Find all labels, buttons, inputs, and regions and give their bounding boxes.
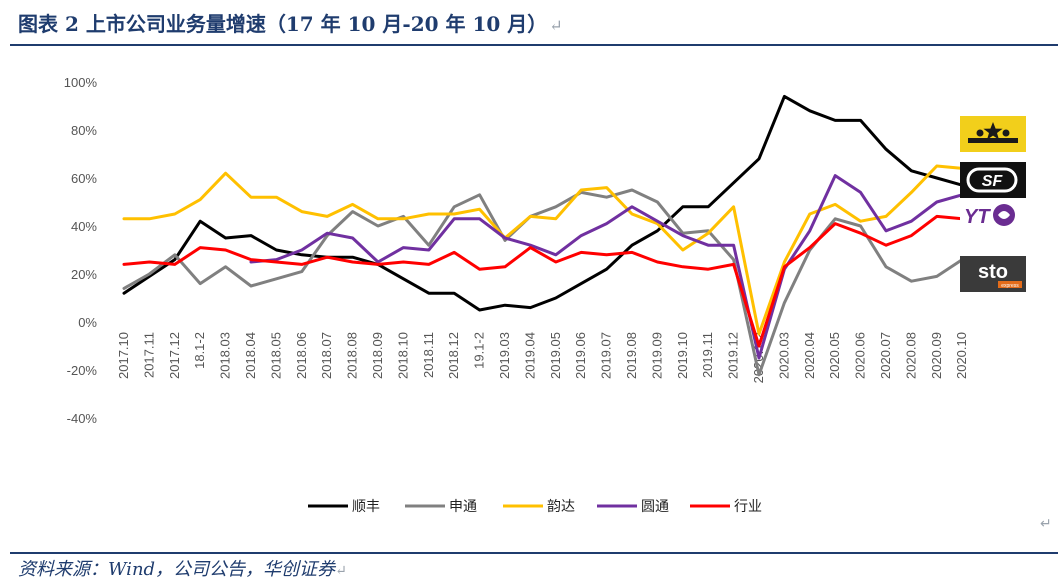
svg-text:YT: YT: [964, 206, 991, 228]
x-tick-label: 19.1-2: [472, 332, 487, 369]
x-tick-label: 2019.06: [573, 332, 588, 379]
legend-label: 行业: [734, 499, 762, 515]
x-tick-label: 2019.12: [726, 332, 741, 379]
legend-label: 顺丰: [352, 499, 380, 515]
figure-title: 图表 2 上市公司业务量增速（17 年 10 月-20 年 10 月） ↵: [18, 12, 563, 36]
sf-logo: SF: [960, 162, 1026, 198]
yto-logo: YT: [960, 198, 1026, 232]
x-tick-label: 2019.11: [700, 332, 715, 378]
x-tick-label: 2018.09: [370, 332, 385, 379]
x-tick-label: 2020.08: [903, 332, 918, 379]
x-tick-label: 2020.09: [929, 332, 944, 379]
line-chart: -40%-20%0%20%40%60%80%100% 2017.10 2017.1…: [64, 75, 969, 515]
y-tick-label: -40%: [67, 411, 98, 426]
x-tick-label: 2018.10: [395, 332, 410, 379]
return-mark-icon: ↵: [549, 16, 563, 35]
series-line-0: [122, 94, 964, 312]
x-tick-label: 2018.03: [218, 332, 233, 379]
return-mark-icon: ↵: [1040, 516, 1052, 532]
zto-logo: [960, 116, 1026, 152]
x-tick-label: 2018.11: [421, 332, 436, 378]
legend-label: 圆通: [641, 499, 669, 515]
series-line-2: [122, 164, 964, 336]
y-tick-label: 100%: [64, 75, 98, 90]
x-tick-label: 2018.08: [345, 332, 360, 379]
legend-label: 申通: [449, 499, 477, 515]
x-tick-label: 2019.07: [599, 332, 614, 379]
x-tick-label: 2017.10: [116, 332, 131, 379]
svg-text:express: express: [1001, 283, 1019, 289]
y-tick-label: -20%: [67, 363, 98, 378]
x-tick-label: 2020.07: [878, 332, 893, 379]
x-tick-label: 18.1-2: [192, 332, 207, 369]
x-tick-label: 2018.04: [243, 332, 258, 379]
y-tick-label: 20%: [71, 267, 97, 282]
x-tick-label: 2018.05: [268, 332, 283, 379]
sto-logo: sto express: [960, 256, 1026, 292]
svg-text:SF: SF: [982, 173, 1004, 190]
x-tick-label: 2020.03: [776, 332, 791, 379]
x-tick-label: 2017.11: [141, 332, 156, 378]
x-tick-label: 2020.10: [954, 332, 969, 379]
x-tick-label: 2019.03: [497, 332, 512, 379]
legend: 顺丰 申通 韵达 圆通 行业: [308, 499, 762, 515]
svg-text:sto: sto: [978, 261, 1008, 283]
y-tick-label: 0%: [78, 315, 97, 330]
x-tick-label: 2020.05: [827, 332, 842, 379]
x-tick-label: 2018.12: [446, 332, 461, 379]
x-tick-label: 2019.10: [675, 332, 690, 379]
series-line-3: [249, 174, 964, 360]
title-underline: [10, 44, 1058, 46]
source-note: 资料来源：Wind，公司公告，华创证券↵: [18, 559, 347, 580]
footer-rule: [10, 552, 1058, 554]
series-lines: [122, 94, 964, 377]
y-tick-label: 60%: [71, 171, 97, 186]
x-tick-label: 2017.12: [167, 332, 182, 379]
x-tick-label: 2018.07: [319, 332, 334, 379]
x-tick-label: 2020.06: [853, 332, 868, 379]
y-tick-label: 40%: [71, 219, 97, 234]
x-tick-label: 2019.08: [624, 332, 639, 379]
x-axis: 2017.10 2017.11 2017.12 18.1-2 2018.03 2018.0…: [116, 332, 969, 383]
x-tick-label: 2019.05: [548, 332, 563, 379]
y-tick-label: 80%: [71, 123, 97, 138]
x-tick-label: 2019.09: [649, 332, 664, 379]
return-mark-icon: ↵: [335, 563, 347, 579]
x-tick-label: 2018.06: [294, 332, 309, 379]
series-line-4: [122, 214, 964, 348]
legend-label: 韵达: [547, 499, 575, 515]
y-axis: -40% -20% 0% 20% 40% 60% 80% 100%: [64, 75, 98, 426]
x-tick-label: 2020.04: [802, 332, 817, 379]
x-tick-label: 2019.04: [522, 332, 537, 379]
